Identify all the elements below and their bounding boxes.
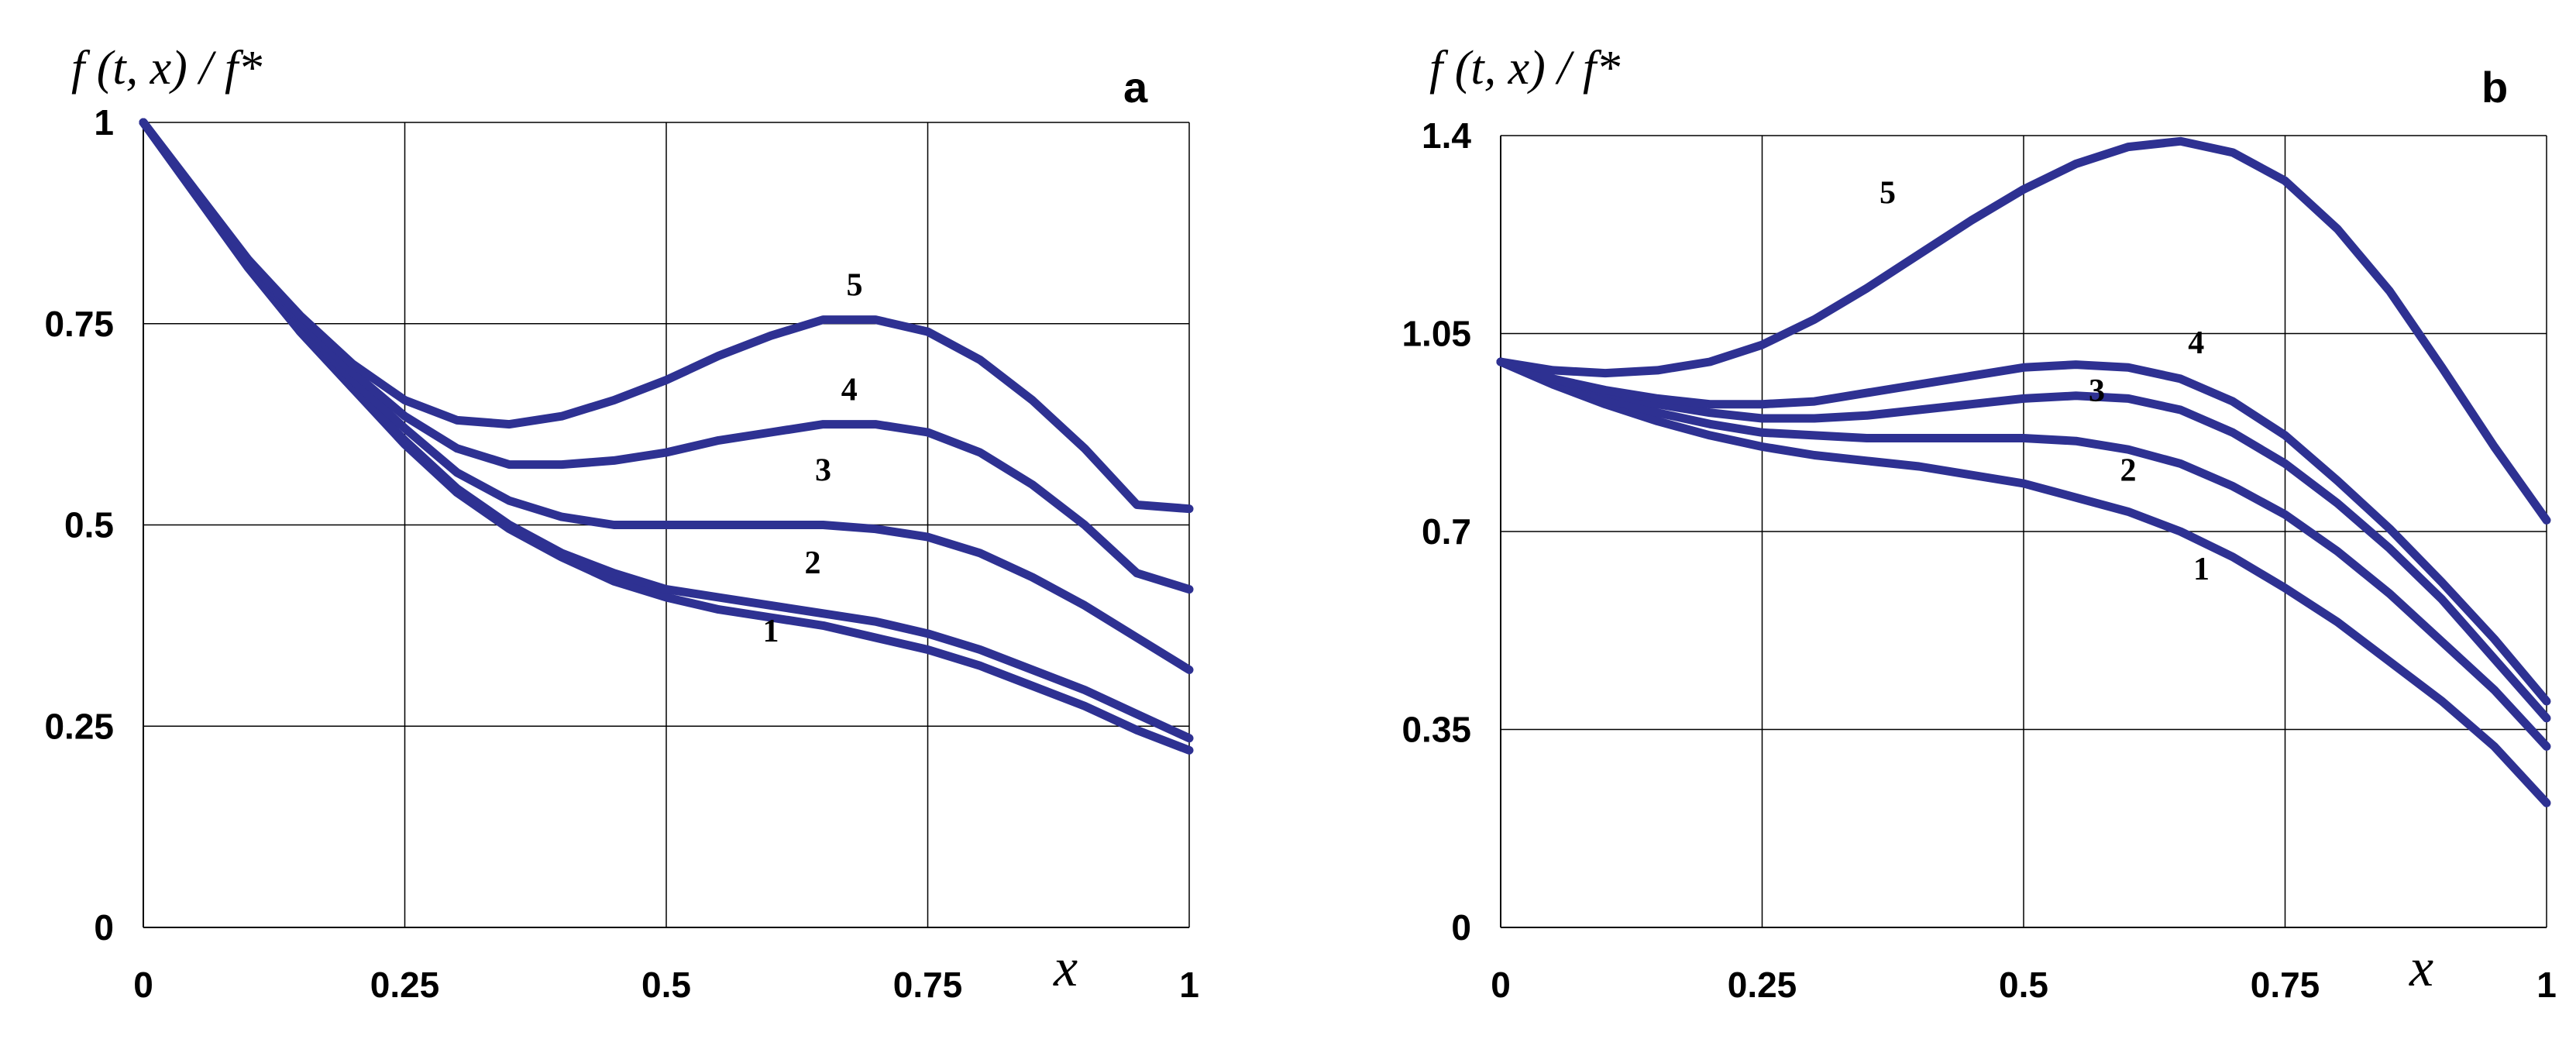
y-tick-label: 0 <box>94 907 114 948</box>
x-tick-label: 0.25 <box>370 965 440 1005</box>
series-line-5 <box>139 118 1194 514</box>
x-tick-label: 1 <box>1179 965 1199 1005</box>
y-tick-label: 0.5 <box>64 505 114 545</box>
x-tick-label: 0.75 <box>893 965 963 1005</box>
panel-a-title: a <box>1123 63 1148 112</box>
panel-a-xlabel: x <box>1053 938 1078 998</box>
y-tick-label: 0 <box>1451 907 1471 948</box>
y-tick-label: 0.25 <box>44 706 114 746</box>
x-tick-label: 1 <box>2536 965 2557 1005</box>
panel-b-xlabel: x <box>2409 938 2433 998</box>
panel-a-grid <box>143 122 1190 928</box>
series-label-3: 3 <box>2089 373 2105 409</box>
series-label-4: 4 <box>2188 325 2204 361</box>
y-tick-label: 1.4 <box>1422 115 1471 156</box>
x-tick-label: 0 <box>133 965 153 1005</box>
series-line-3 <box>1496 357 2551 723</box>
series-line-1 <box>1496 357 2551 807</box>
y-tick-label: 0.75 <box>44 304 114 344</box>
x-tick-label: 0.25 <box>1728 965 1797 1005</box>
x-tick-label: 0 <box>1491 965 1511 1005</box>
x-tick-label: 0.75 <box>2251 965 2320 1005</box>
y-tick-label: 1.05 <box>1401 314 1471 354</box>
series-label-1: 1 <box>2193 552 2210 587</box>
series-label-3: 3 <box>815 452 831 488</box>
panel-b-title: b <box>2481 63 2508 112</box>
series-label-1: 1 <box>763 614 779 649</box>
series-line-2 <box>139 118 1194 743</box>
series-line-2 <box>1496 357 2551 751</box>
y-tick-label: 0.7 <box>1422 511 1471 552</box>
series-label-4: 4 <box>841 372 858 408</box>
series-label-5: 5 <box>847 267 863 303</box>
x-tick-label: 0.5 <box>641 965 691 1005</box>
y-tick-label: 1 <box>94 102 114 143</box>
series-line-5 <box>1496 136 2551 525</box>
series-label-2: 2 <box>2120 452 2137 488</box>
panel-a-ylabel: f (t, x) / f* <box>71 42 262 95</box>
y-tick-label: 0.35 <box>1401 710 1471 750</box>
panel-b-ylabel: f (t, x) / f* <box>1429 42 1620 95</box>
panel-a: f (t, x) / f* a x 0 0.25 0.5 0.75 1 0 0.25 0.5 0… <box>44 42 1199 1005</box>
panel-b: f (t, x) / f* b x 0 0.25 0.5 0.75 1 0 0.35 0.7 1… <box>1401 42 2556 1005</box>
series-label-2: 2 <box>805 545 821 581</box>
series-line-4 <box>1496 357 2551 706</box>
x-tick-label: 0.5 <box>1999 965 2048 1005</box>
series-label-5: 5 <box>1880 176 1896 212</box>
